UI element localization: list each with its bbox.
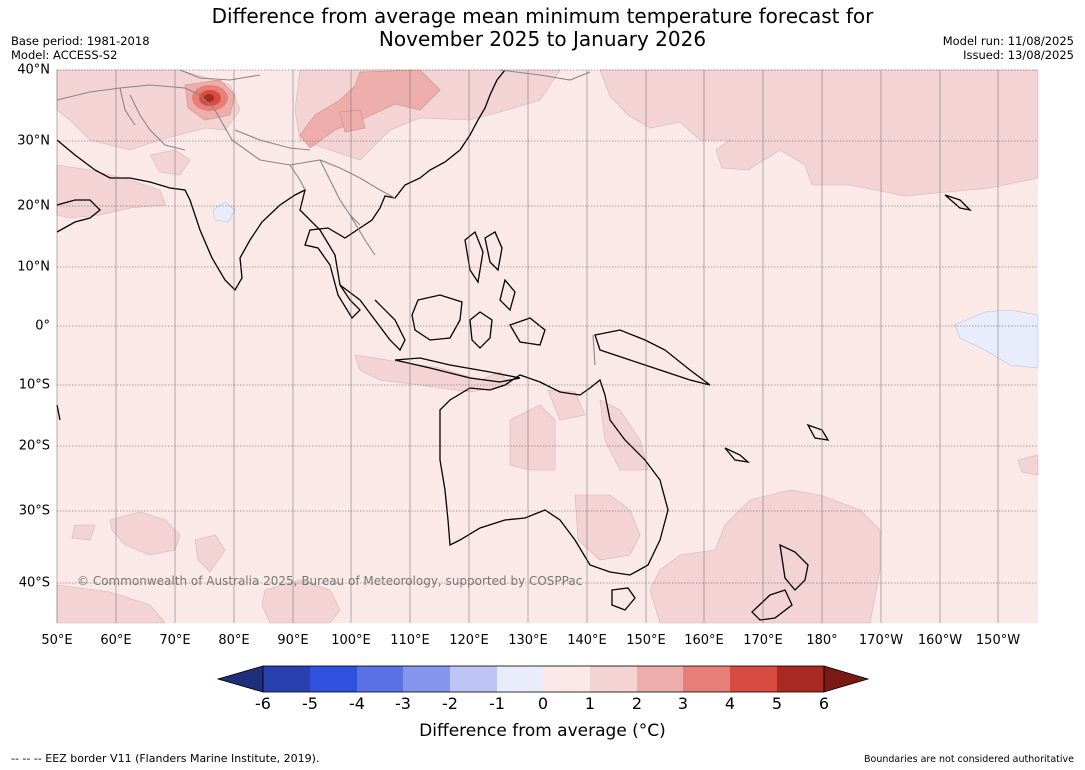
colorbar-tick: -4 bbox=[349, 694, 365, 713]
colorbar-tick: 5 bbox=[771, 694, 783, 713]
issued-date: Issued: 13/08/2025 bbox=[963, 48, 1074, 62]
colorbar-swatch bbox=[590, 666, 637, 692]
colorbar-tick: 0 bbox=[537, 694, 549, 713]
lat-label: 40°N bbox=[17, 62, 50, 78]
lat-label: 20°N bbox=[17, 198, 50, 214]
lat-label: 20°S bbox=[18, 438, 50, 454]
lon-label: 100°E bbox=[331, 633, 371, 648]
footer-eez-note: -- -- -- EEZ border V11 (Flanders Marine… bbox=[11, 752, 320, 765]
graticule-meridians bbox=[56, 70, 999, 623]
lat-label: 30°S bbox=[18, 503, 50, 519]
colorbar-tick: 3 bbox=[677, 694, 689, 713]
meta-left: Base period: 1981-2018 Model: ACCESS-S2 bbox=[11, 34, 150, 62]
colorbar-tick: -1 bbox=[489, 694, 505, 713]
lon-label: 170°W bbox=[858, 633, 904, 648]
colorbar-swatch bbox=[263, 666, 310, 692]
colorbar-title: Difference from average (°C) bbox=[419, 721, 666, 741]
lon-label: 150°E bbox=[626, 633, 666, 648]
colorbar-swatch bbox=[497, 666, 543, 692]
colorbar-swatch bbox=[403, 666, 450, 692]
lon-label: 130°E bbox=[508, 633, 548, 648]
colorbar-swatch bbox=[543, 666, 590, 692]
colorbar-tick: -6 bbox=[255, 694, 271, 713]
lat-label: 30°N bbox=[17, 133, 50, 149]
lon-label: 150°W bbox=[975, 633, 1021, 648]
colorbar-swatch bbox=[730, 666, 777, 692]
anomaly-hotspot bbox=[192, 85, 228, 111]
coastlines bbox=[56, 69, 972, 621]
colorbar-swatch bbox=[777, 666, 824, 692]
lat-label: 10°S bbox=[18, 377, 50, 393]
meta-right: Model run: 11/08/2025 Issued: 13/08/2025 bbox=[943, 34, 1074, 62]
lon-label: 50°E bbox=[41, 633, 73, 648]
lon-label: 170°E bbox=[743, 633, 783, 648]
copyright-notice: © Commonwealth of Australia 2025, Bureau… bbox=[77, 574, 583, 588]
colorbar-extend-high bbox=[823, 665, 870, 693]
title-line-1: Difference from average mean minimum tem… bbox=[211, 4, 874, 28]
colorbar-swatch bbox=[357, 666, 403, 692]
colorbar-tick: 2 bbox=[631, 694, 643, 713]
anomaly-negative-regions bbox=[212, 201, 1039, 369]
colorbar-tick: -5 bbox=[302, 694, 318, 713]
colorbar bbox=[216, 665, 870, 693]
lon-label: 110°E bbox=[390, 633, 430, 648]
title-line-2: November 2025 to January 2026 bbox=[378, 27, 707, 51]
anomaly-1-2-regions bbox=[56, 69, 1039, 624]
colorbar-swatch bbox=[637, 666, 683, 692]
lon-label: 120°E bbox=[449, 633, 489, 648]
lon-label: 70°E bbox=[159, 633, 191, 648]
colorbar-swatch bbox=[450, 666, 497, 692]
colorbar-swatch bbox=[683, 666, 730, 692]
colorbar-tick: -3 bbox=[395, 694, 411, 713]
lon-label: 160°W bbox=[917, 633, 963, 648]
lat-label: 40°S bbox=[18, 575, 50, 591]
colorbar-tick: 4 bbox=[724, 694, 736, 713]
model-name: Model: ACCESS-S2 bbox=[11, 48, 118, 62]
lon-label: 140°E bbox=[567, 633, 607, 648]
base-period: Base period: 1981-2018 bbox=[11, 34, 150, 48]
lat-label: 10°N bbox=[17, 259, 50, 275]
model-run: Model run: 11/08/2025 bbox=[942, 34, 1074, 48]
colorbar-tick: 6 bbox=[818, 694, 830, 713]
lon-label: 90°E bbox=[277, 633, 309, 648]
country-borders bbox=[56, 69, 596, 366]
lon-label: 80°E bbox=[218, 633, 250, 648]
lon-label: 180° bbox=[806, 633, 838, 648]
footer-disclaimer: Boundaries are not considered authoritat… bbox=[864, 754, 1074, 765]
colorbar-tick: -2 bbox=[442, 694, 458, 713]
map-title: Difference from average mean minimum tem… bbox=[0, 5, 1085, 51]
colorbar-extend-low bbox=[216, 665, 264, 693]
graticule-parallels bbox=[57, 69, 1038, 584]
lon-label: 60°E bbox=[100, 633, 132, 648]
lat-label: 0° bbox=[35, 318, 50, 334]
lon-label: 160°E bbox=[684, 633, 724, 648]
colorbar-tick: 1 bbox=[584, 694, 596, 713]
colorbar-swatch bbox=[310, 666, 357, 692]
